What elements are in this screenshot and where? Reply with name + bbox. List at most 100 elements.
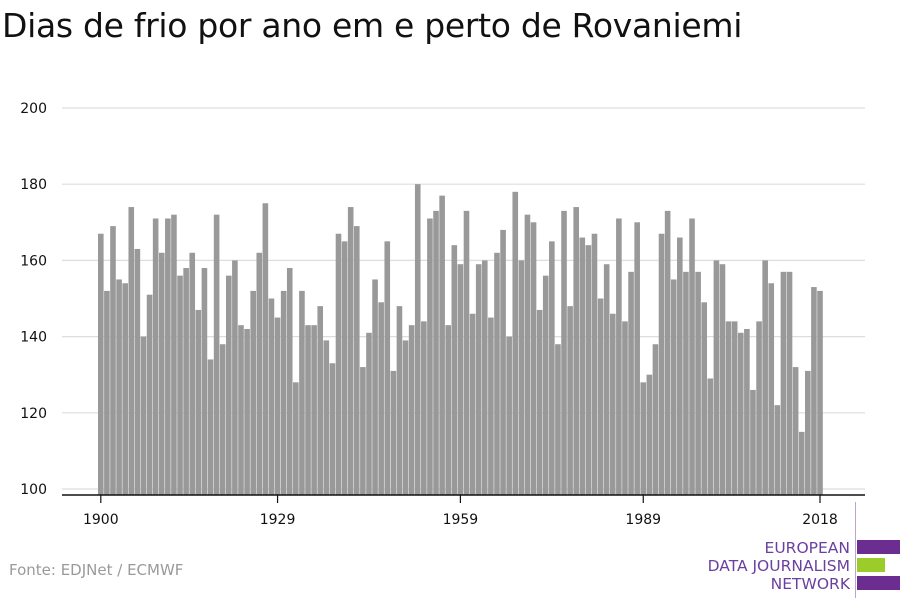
y-axis-ticks: 100 120 140 160 180 200: [20, 101, 47, 498]
bar-1952: [414, 184, 421, 495]
bar-1920: [219, 344, 226, 495]
x-axis: 1900 1929 1959 1989 2018: [62, 494, 865, 528]
bar-1991: [652, 344, 659, 495]
bar-1959: [457, 264, 464, 495]
bar-1941: [347, 207, 354, 495]
bar-1981: [591, 233, 598, 496]
bar-1935: [311, 325, 317, 495]
bar-1976: [561, 210, 567, 495]
bar-2009: [762, 260, 768, 495]
y-tick-label-140: 140: [20, 330, 47, 346]
y-tick-label-100: 100: [20, 482, 47, 498]
bar-1933: [299, 290, 305, 495]
bar-1927: [262, 203, 269, 495]
bar-1926: [256, 252, 263, 495]
bar-1939: [335, 233, 342, 496]
bar-1993: [664, 210, 671, 495]
bar-2016: [805, 370, 811, 495]
bar-1963: [481, 260, 488, 495]
bar-1964: [488, 317, 494, 495]
logo-bar-purple-top: [857, 540, 900, 554]
x-tick-label-1929: 1929: [260, 512, 296, 528]
x-tick-label-1959: 1959: [443, 512, 479, 528]
bar-2007: [750, 389, 756, 495]
y-tick-label-120: 120: [20, 406, 47, 422]
bar-1973: [542, 275, 549, 495]
logo-divider: [855, 502, 856, 598]
bar-1922: [232, 260, 238, 495]
bar-1955: [433, 210, 439, 495]
bar-1986: [622, 321, 628, 495]
bar-1958: [451, 245, 458, 495]
logo-bar-green: [857, 558, 885, 572]
bar-1957: [445, 325, 452, 495]
logo-line-european: EUROPEAN: [764, 539, 850, 557]
bar-1992: [658, 233, 665, 496]
logo-line-data-journalism: DATA JOURNALISM: [707, 557, 850, 575]
bar-1998: [695, 271, 701, 495]
bar-2017: [811, 287, 817, 495]
bar-2012: [780, 271, 787, 495]
bar-1979: [579, 237, 586, 496]
bar-1909: [152, 218, 159, 496]
bar-1946: [378, 302, 384, 495]
bar-1943: [360, 367, 366, 495]
bar-1930: [280, 290, 287, 495]
bar-1916: [195, 309, 202, 495]
bar-1951: [408, 325, 415, 495]
bar-2002: [719, 264, 726, 495]
bar-1925: [250, 290, 256, 495]
bar-1997: [689, 218, 695, 496]
bar-2013: [786, 271, 793, 495]
bar-1929: [274, 317, 281, 495]
bar-1902: [110, 226, 116, 496]
bar-1994: [670, 279, 677, 495]
bar-1969: [518, 260, 525, 495]
bar-1999: [701, 302, 707, 495]
bar-1987: [628, 271, 634, 495]
bar-1965: [494, 252, 500, 495]
bar-1960: [463, 210, 470, 495]
bar-2004: [731, 321, 738, 495]
bar-1971: [530, 222, 537, 496]
bar-1900: [98, 233, 104, 496]
bar-1918: [207, 359, 214, 495]
bar-1915: [189, 252, 196, 495]
bar-1942: [353, 226, 360, 496]
bar-chart: 100 120 140 160 180 200 1900 1929 1959 1989 2018: [20, 101, 865, 528]
bar-2010: [768, 283, 775, 495]
y-tick-label-160: 160: [20, 253, 47, 269]
bar-1980: [585, 245, 592, 495]
bar-1901: [104, 290, 110, 495]
edjnet-logo: EUROPEAN DATA JOURNALISM NETWORK: [700, 502, 900, 600]
bar-1975: [555, 344, 561, 495]
bar-1921: [226, 275, 232, 495]
bar-1954: [427, 218, 433, 496]
bar-1947: [384, 241, 391, 495]
bar-1974: [549, 241, 555, 495]
bar-2000: [707, 378, 714, 495]
chart-title: Dias de frio por ano em e perto de Rovan…: [2, 6, 743, 45]
x-tick-label-1989: 1989: [625, 512, 661, 528]
bar-1966: [500, 229, 506, 496]
bar-1913: [177, 275, 183, 495]
bar-1961: [469, 313, 476, 495]
bar-1905: [128, 207, 135, 495]
bar-2014: [792, 367, 799, 495]
bar-1970: [524, 214, 531, 495]
bar-1982: [597, 298, 604, 495]
bar-1972: [536, 309, 543, 495]
bar-1989: [640, 382, 647, 495]
bar-2006: [744, 328, 750, 495]
bar-2008: [756, 321, 762, 495]
bar-1931: [286, 268, 293, 495]
logo-bar-purple-bottom: [857, 576, 900, 590]
bar-1919: [213, 214, 220, 495]
bar-1985: [616, 218, 622, 496]
bar-1934: [305, 325, 311, 495]
bar-1945: [372, 279, 378, 495]
bar-1956: [439, 195, 445, 495]
bar-2018: [817, 290, 823, 495]
bars-group: [98, 184, 823, 496]
bar-1948: [390, 370, 397, 495]
